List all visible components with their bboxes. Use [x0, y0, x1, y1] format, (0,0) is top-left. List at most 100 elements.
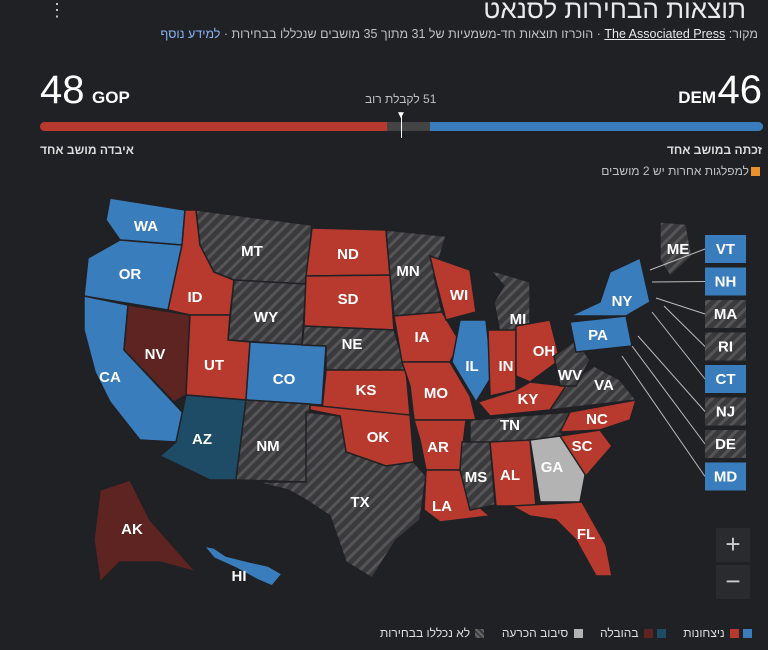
state-box-ma[interactable] — [705, 300, 746, 328]
state-label-me: ME — [667, 241, 690, 258]
state-label-tx: TX — [350, 494, 369, 511]
state-label-sc: SC — [572, 438, 593, 455]
state-label-ne: NE — [342, 336, 363, 353]
others-text: למפלגות אחרות יש 2 מושבים — [601, 164, 749, 178]
state-nc[interactable] — [558, 399, 638, 433]
majority-label: 51 לקבלת רוב — [365, 92, 437, 106]
state-hi[interactable] — [202, 544, 284, 587]
state-label-nm: NM — [256, 438, 279, 455]
state-ms[interactable] — [459, 441, 496, 511]
state-label-ak: AK — [121, 521, 143, 538]
learn-more-link[interactable]: למידע נוסף — [160, 27, 221, 41]
gop-change-note: איבדה מושב אחד — [40, 143, 134, 157]
state-label-ut: UT — [204, 357, 224, 374]
state-label-ca: CA — [99, 369, 121, 386]
leader-line — [621, 355, 706, 477]
dem-bar-fill — [430, 122, 763, 131]
state-label-hi: HI — [232, 568, 247, 585]
state-label-or: OR — [119, 266, 142, 283]
state-label-ma: MA — [714, 306, 737, 323]
state-label-nh: NH — [715, 273, 737, 290]
source-text: · הוכרזו תוצאות חד-משמעיות של 31 מתוך 35… — [223, 27, 601, 41]
state-label-ct: CT — [716, 371, 736, 388]
state-fl[interactable] — [509, 501, 613, 577]
state-label-wa: WA — [134, 218, 158, 235]
state-ak[interactable] — [93, 479, 199, 584]
state-label-in: IN — [499, 358, 514, 375]
leader-line — [663, 305, 706, 347]
leader-line — [637, 335, 706, 412]
state-va[interactable] — [548, 365, 638, 411]
state-wi[interactable] — [428, 254, 477, 321]
page-title: תוצאות הבחירות לסנאט — [483, 0, 746, 24]
zoom-in-button[interactable]: + — [716, 528, 750, 562]
state-label-co: CO — [273, 371, 296, 388]
state-label-nc: NC — [586, 411, 608, 428]
state-label-tn: TN — [500, 417, 520, 434]
state-label-la: LA — [432, 498, 452, 515]
source-line: מקור: The Associated Press · הוכרזו תוצא… — [161, 27, 758, 41]
state-label-ks: KS — [356, 382, 377, 399]
state-label-nv: NV — [145, 346, 166, 363]
state-label-pa: PA — [588, 327, 608, 344]
majority-marker-icon: ▼ — [396, 110, 406, 121]
others-swatch — [751, 167, 760, 177]
state-label-de: DE — [715, 436, 736, 453]
state-label-az: AZ — [192, 431, 212, 448]
state-box-ri[interactable] — [705, 332, 746, 361]
dem-label: DEM — [678, 88, 716, 107]
state-box-ct[interactable] — [705, 365, 746, 393]
state-label-wi: WI — [450, 287, 468, 304]
state-label-oh: OH — [533, 343, 556, 360]
state-label-nd: ND — [337, 246, 359, 263]
legend-won: ניצחונות — [683, 626, 754, 640]
state-label-md: MD — [714, 468, 737, 485]
state-label-wv: WV — [558, 367, 582, 384]
state-label-id: ID — [188, 289, 203, 306]
gop-count: 48 — [40, 68, 85, 112]
state-label-il: IL — [465, 358, 478, 375]
state-label-wy: WY — [254, 309, 278, 326]
state-label-al: AL — [500, 467, 520, 484]
state-label-mi: MI — [510, 311, 527, 328]
state-label-ia: IA — [415, 329, 430, 346]
state-oh[interactable] — [515, 319, 561, 383]
state-label-ky: KY — [518, 391, 539, 408]
state-label-mo: MO — [424, 385, 448, 402]
majority-line — [401, 116, 402, 138]
state-ny[interactable] — [569, 256, 651, 317]
dem-count: 46 — [717, 68, 763, 112]
dem-change-note: זכתה במושב אחד — [666, 143, 762, 157]
leader-line — [649, 248, 706, 271]
leader-line — [651, 281, 706, 283]
state-label-ga: GA — [541, 459, 564, 476]
source-link[interactable]: The Associated Press — [604, 27, 726, 41]
state-label-mn: MN — [396, 263, 419, 280]
state-label-ok: OK — [367, 429, 390, 446]
state-me[interactable] — [659, 221, 693, 278]
state-tx[interactable] — [255, 411, 427, 580]
zoom-out-button[interactable]: − — [716, 565, 750, 599]
state-box-md[interactable] — [705, 462, 746, 491]
state-box-de[interactable] — [705, 430, 746, 458]
more-options-icon[interactable]: ⋮ — [48, 0, 66, 20]
state-label-fl: FL — [577, 526, 595, 543]
leader-line — [655, 297, 706, 315]
state-box-nh[interactable] — [705, 267, 746, 296]
state-box-nj[interactable] — [705, 397, 746, 426]
source-prefix: מקור: — [728, 27, 758, 41]
gop-bar-fill — [40, 122, 388, 131]
state-il[interactable] — [451, 319, 493, 404]
state-label-va: VA — [594, 377, 614, 394]
state-label-ms: MS — [465, 469, 488, 486]
state-label-vt: VT — [716, 241, 735, 258]
state-box-vt[interactable] — [705, 235, 746, 263]
leader-line — [631, 345, 706, 445]
state-sc[interactable] — [558, 429, 613, 478]
state-label-ny: NY — [612, 293, 633, 310]
legend-tossup: סיבוב הכרעה — [502, 626, 585, 640]
legend-leading: בהובלה — [600, 626, 668, 640]
state-label-ri: RI — [718, 338, 733, 355]
state-label-nj: NJ — [716, 403, 735, 420]
